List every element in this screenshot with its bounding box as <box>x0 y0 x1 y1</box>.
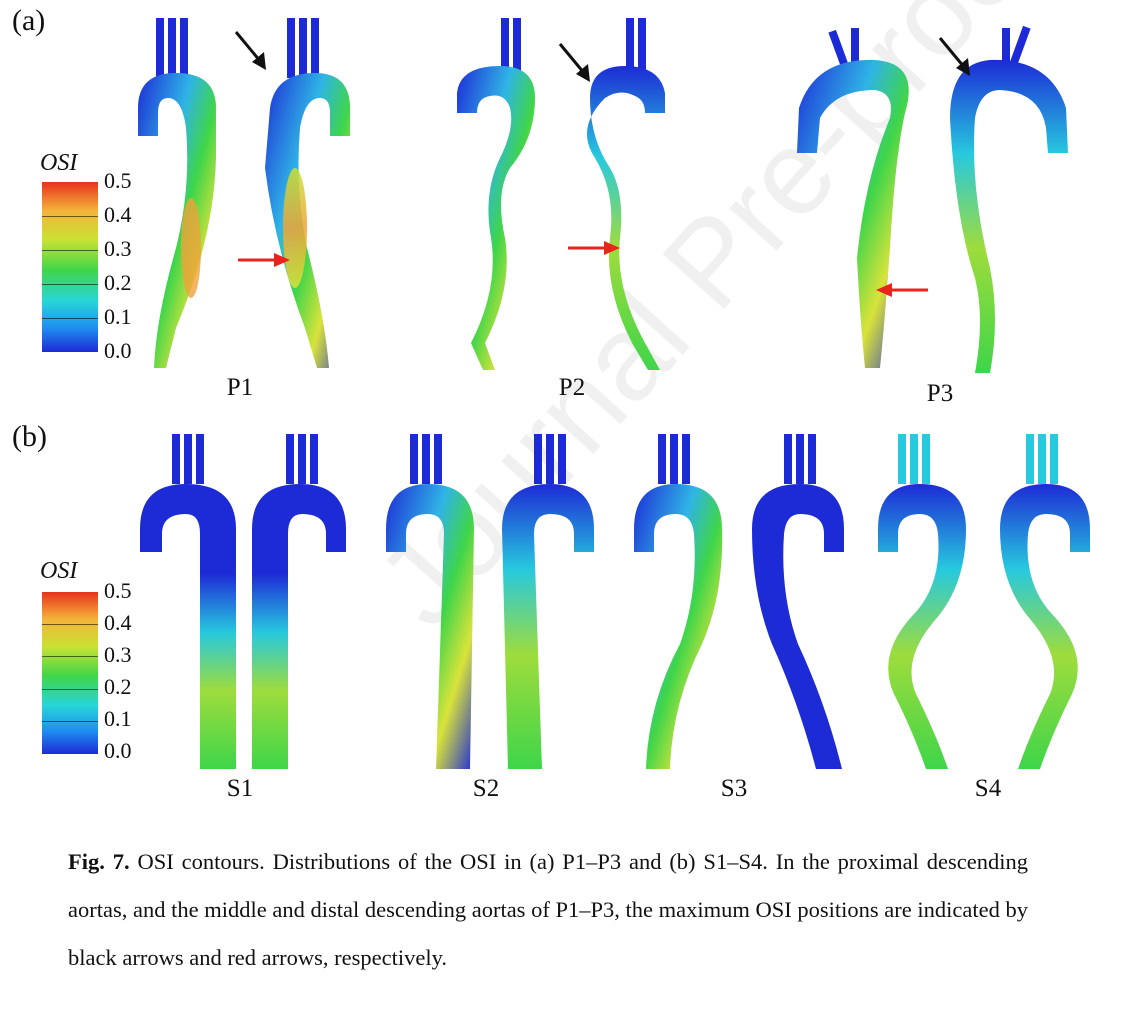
aorta-s2-right <box>502 434 594 769</box>
colorbar-a-tick: 0.4 <box>104 202 132 227</box>
label-p1: P1 <box>226 374 254 401</box>
colorbar-b-tick: 0.3 <box>104 642 132 667</box>
aorta-p1-left <box>138 18 216 368</box>
aorta-s4-left <box>878 434 966 769</box>
colorbar-a-tick: 0.3 <box>104 236 132 261</box>
colorbar-b-title: OSI <box>40 558 78 584</box>
aorta-s3-right <box>752 434 844 769</box>
aorta-s4-right <box>1000 434 1090 769</box>
colorbar-b-tick: 0.4 <box>104 610 132 635</box>
label-s3: S3 <box>720 775 748 802</box>
black-arrow-p3 <box>938 37 970 76</box>
caption-text: OSI contours. Distributions of the OSI i… <box>68 849 1028 970</box>
aorta-s1-right <box>252 434 346 769</box>
aorta-s2-left <box>386 434 474 769</box>
colorbar-a-tick: 0.1 <box>104 304 132 329</box>
red-arrow-p2 <box>568 241 620 255</box>
panel-b-letter: (b) <box>12 420 47 453</box>
colorbar-a-tick: 0.2 <box>104 270 132 295</box>
colorbar-a-tick: 0.5 <box>104 168 132 193</box>
aorta-s1-left <box>140 434 236 769</box>
label-p3: P3 <box>926 380 954 407</box>
aorta-p3-left <box>797 28 909 369</box>
label-p2: P2 <box>558 374 586 401</box>
aorta-p3-right <box>950 25 1068 374</box>
figure-caption: Fig. 7. OSI contours. Distributions of t… <box>68 838 1028 982</box>
figure-label: Fig. 7. <box>68 849 130 874</box>
panel-a-letter: (a) <box>12 4 46 37</box>
colorbar-b-tick: 0.0 <box>104 738 132 763</box>
label-s4: S4 <box>974 775 1002 802</box>
colorbar-b-tick: 0.1 <box>104 706 132 731</box>
aorta-s3-left <box>634 434 723 769</box>
colorbar-a-title: OSI <box>40 150 78 176</box>
red-arrow-p1 <box>238 253 290 267</box>
red-arrow-p3 <box>876 283 928 297</box>
aorta-p2-left <box>457 18 535 370</box>
aorta-p2-right <box>587 18 665 370</box>
label-s1: S1 <box>226 775 254 802</box>
black-arrow-p2 <box>558 43 590 82</box>
black-arrow-p1 <box>234 31 266 70</box>
label-s2: S2 <box>472 775 500 802</box>
colorbar-b-tick: 0.5 <box>104 578 132 603</box>
aorta-p1-right <box>265 18 350 368</box>
colorbar-b-gradient <box>42 592 98 754</box>
colorbar-a-gradient <box>42 182 98 352</box>
colorbar-b-tick: 0.2 <box>104 674 132 699</box>
colorbar-a-tick: 0.0 <box>104 338 132 363</box>
